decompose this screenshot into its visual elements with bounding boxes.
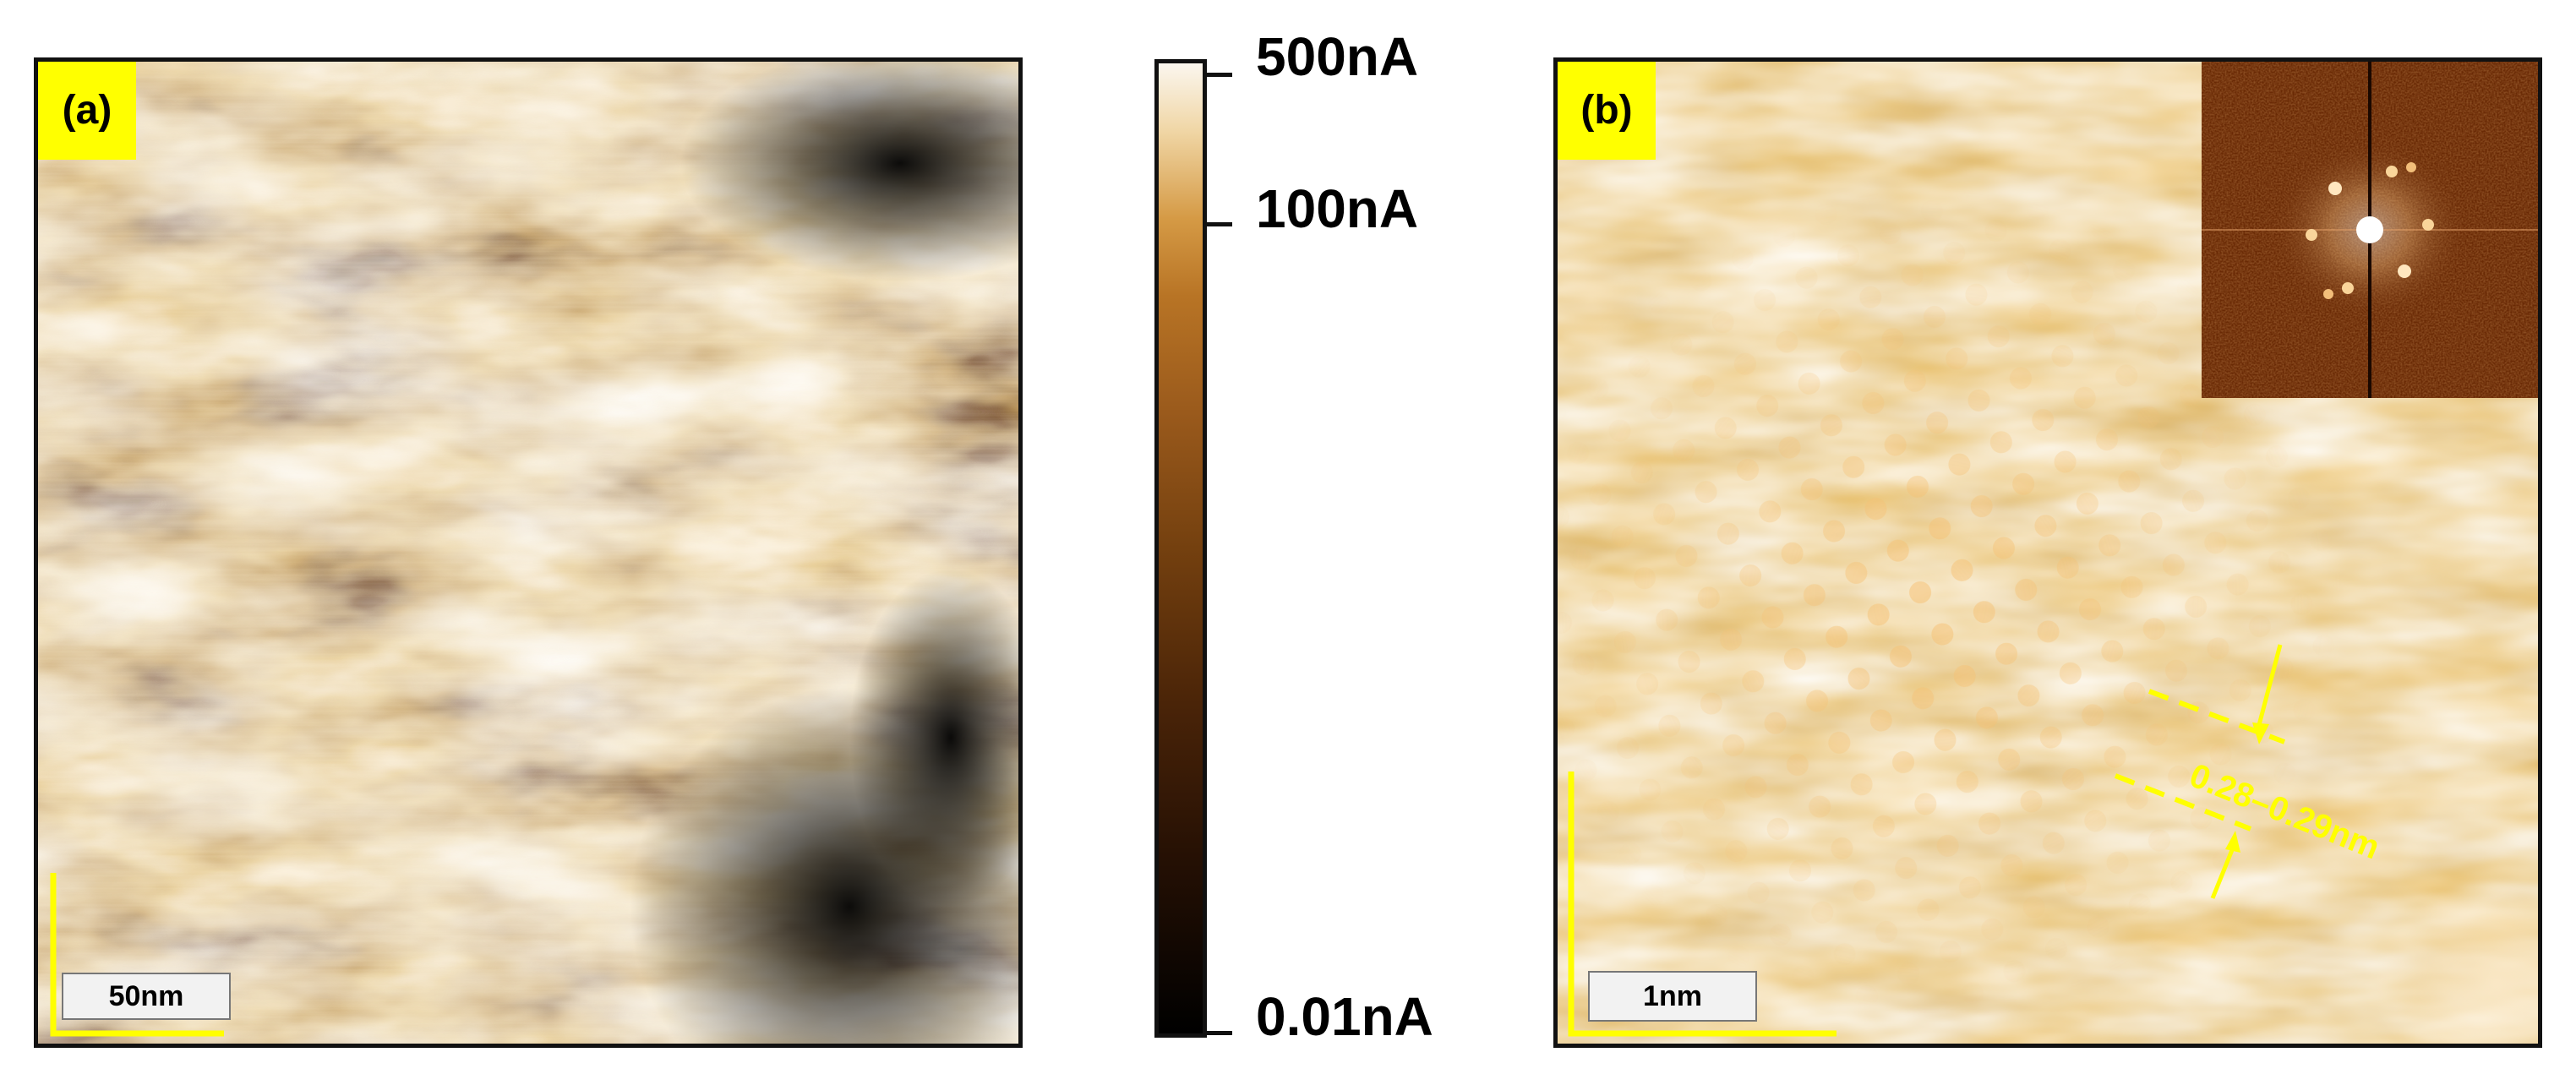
fft-inset	[2202, 62, 2538, 398]
panel-b-annotations: 0.28–0.29nm	[1568, 644, 2385, 1037]
colorbar-tick-min	[1207, 1031, 1232, 1035]
panel-a-scale-axes	[50, 873, 224, 1037]
panel-b-label: (b)	[1558, 62, 1656, 160]
colorbar-tick-mid	[1207, 222, 1232, 226]
panel-b-afm-texture	[1558, 62, 2538, 1044]
fft-pattern	[2202, 62, 2538, 398]
panel-a-image: (a) 50nm	[34, 57, 1023, 1048]
panel-b-scale-bar-label: 1nm	[1588, 971, 1757, 1022]
panel-a-scale-bar-label: 50nm	[62, 973, 231, 1020]
colorbar-tick-max	[1207, 73, 1232, 77]
panel-b-measurement-label: 0.28–0.29nm	[2185, 757, 2385, 867]
panel-b-image: (b) 0.28–0.29nm 1nm	[1553, 57, 2542, 1048]
colorbar-min-label: 0.01nA	[1256, 986, 1433, 1047]
panel-a-label: (a)	[38, 62, 136, 160]
colorbar-max-label: 500nA	[1256, 26, 1419, 87]
colorbar-mid-label: 100nA	[1256, 178, 1419, 239]
panel-a-afm-texture	[38, 62, 1018, 1044]
colorbar	[1154, 59, 1207, 1038]
